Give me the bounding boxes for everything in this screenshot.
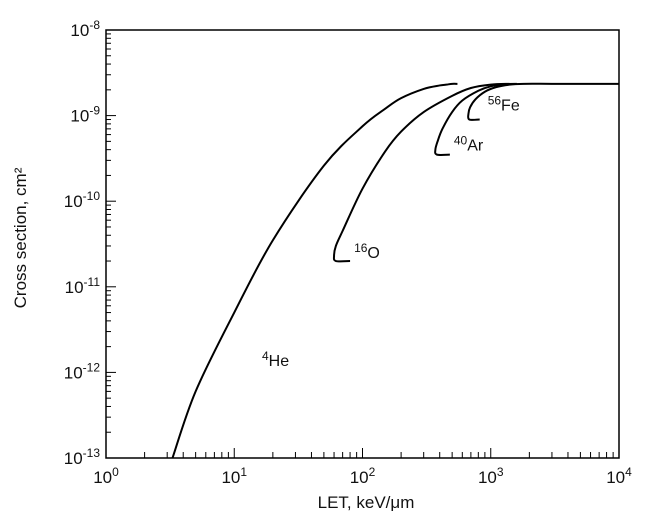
tick-labels: 100 101 102 103 104 10-13 10-12 10-11 10-10 10-9 1… [64,18,632,487]
series-label-4he: 4He [262,349,289,370]
axis-ticks [105,33,614,459]
y-tick-label: 10-12 [64,360,101,382]
x-tick-label: 101 [221,465,247,487]
y-axis-label: Cross section, cm² [11,167,30,308]
x-axis-label: LET, keV/μm [318,493,415,512]
x-tick-label: 102 [350,465,376,487]
y-tick-label: 10-11 [65,275,101,297]
x-tick-label: 100 [93,465,119,487]
series-label-56fe: 56Fe [488,94,520,115]
x-tick-label: 103 [478,465,504,487]
series-curve-40ar [434,82,517,156]
series-curve-16o [332,82,510,263]
series-curve-56fe [467,82,619,121]
y-tick-label: 10-9 [70,104,100,126]
y-tick-label: 10-13 [64,446,101,468]
x-tick-label: 104 [606,465,632,487]
series-curve-4he [171,82,458,459]
y-tick-label: 10-10 [64,189,101,211]
y-tick-label: 10-8 [70,18,100,40]
series-label-16o: 16O [354,241,380,262]
series-label-40ar: 40Ar [454,134,484,155]
series-curves [171,82,619,459]
